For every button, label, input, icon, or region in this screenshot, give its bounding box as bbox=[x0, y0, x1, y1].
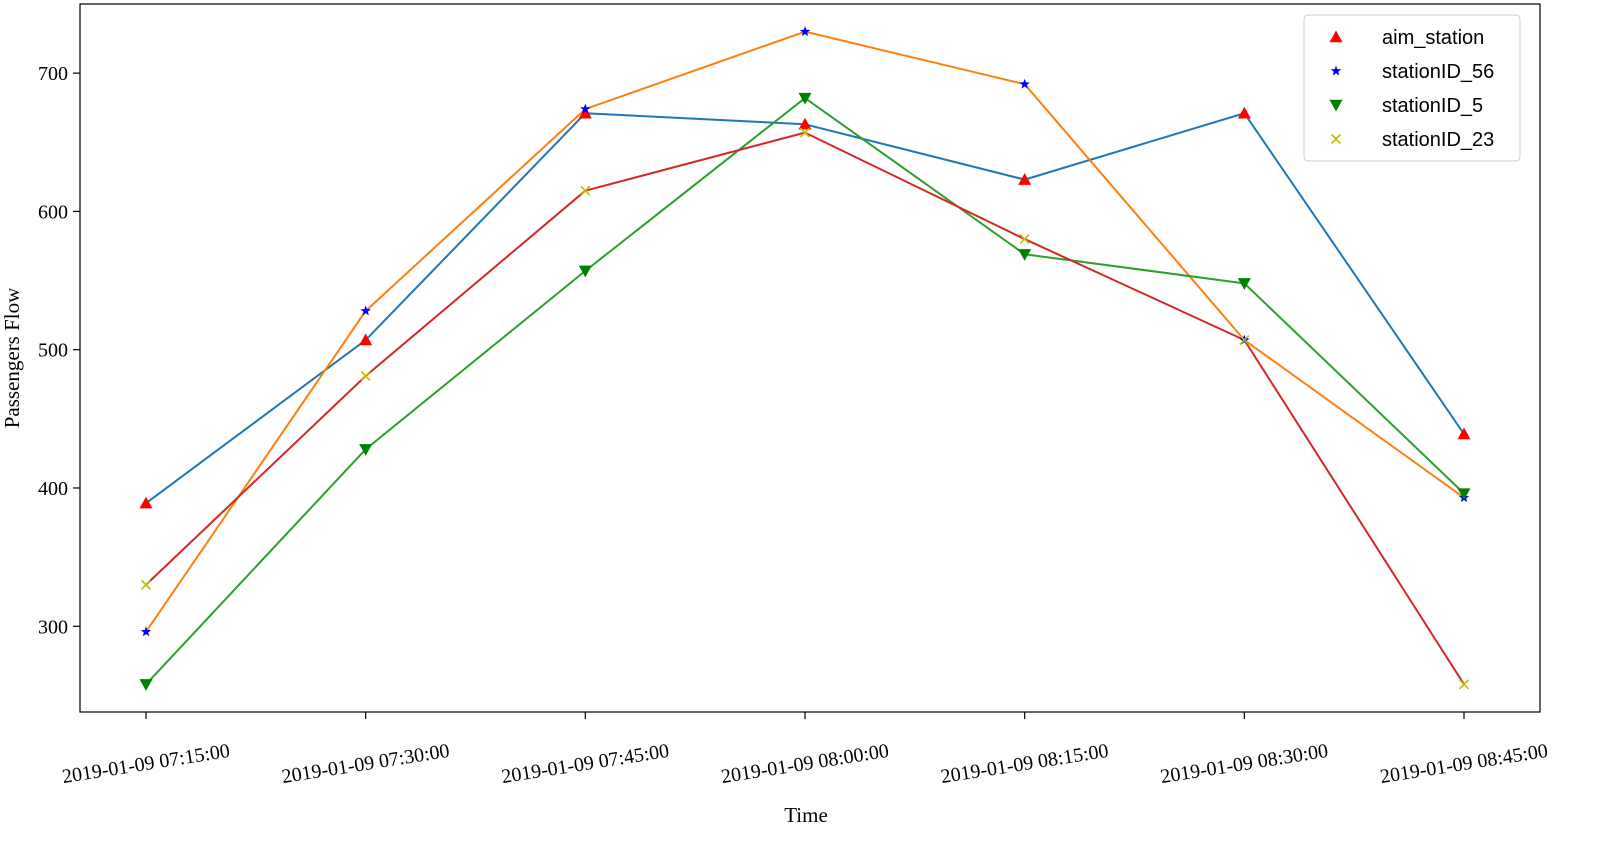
x-axis: 2019-01-09 07:15:00 2019-01-09 07:30:00 20… bbox=[61, 712, 1550, 788]
legend-marker-stationid-5 bbox=[1329, 99, 1343, 112]
x-tick-label: 2019-01-09 08:15:00 bbox=[939, 740, 1110, 788]
x-tick-label: 2019-01-09 07:15:00 bbox=[61, 740, 232, 788]
x-tick-label: 2019-01-09 08:00:00 bbox=[720, 740, 891, 788]
legend-marker-aim-station bbox=[1329, 30, 1343, 43]
data-point-stationid-23 bbox=[360, 370, 371, 382]
y-axis-title: Passengers Flow bbox=[0, 287, 24, 428]
x-tick-label: 2019-01-09 08:45:00 bbox=[1379, 740, 1550, 788]
legend-marker-stationid-23 bbox=[1330, 133, 1342, 145]
data-point-stationid-56 bbox=[580, 103, 591, 114]
legend-marker-stationid-56 bbox=[1330, 65, 1342, 76]
y-tick-label: 500 bbox=[38, 340, 68, 362]
y-tick-label: 600 bbox=[38, 201, 68, 223]
data-point-stationid-56 bbox=[1019, 78, 1030, 89]
series-line-3 bbox=[145, 97, 1465, 686]
data-point-stationid-5 bbox=[1457, 488, 1471, 501]
data-point-aim-station bbox=[139, 496, 153, 509]
data-point-stationid-5 bbox=[359, 444, 373, 456]
data-point-stationid-56 bbox=[360, 305, 371, 316]
legend-label: stationID_5 bbox=[1382, 95, 1483, 117]
data-point-aim-station bbox=[798, 117, 812, 130]
x-tick-label: 2019-01-09 07:45:00 bbox=[500, 740, 671, 788]
data-point-stationid-5 bbox=[139, 679, 153, 691]
data-point-aim-station bbox=[1457, 427, 1471, 440]
data-point-stationid-23 bbox=[140, 579, 152, 590]
series-line-1 bbox=[145, 112, 1465, 505]
legend-label: aim_station bbox=[1382, 27, 1484, 49]
data-point-stationid-23 bbox=[1239, 334, 1250, 346]
data-point-stationid-5 bbox=[1018, 249, 1032, 261]
data-point-stationid-5 bbox=[578, 265, 592, 278]
x-tick-label: 2019-01-09 08:30:00 bbox=[1159, 740, 1330, 788]
data-point-stationid-5 bbox=[798, 92, 812, 105]
y-tick-label: 300 bbox=[38, 616, 68, 638]
y-tick-label: 700 bbox=[38, 63, 68, 85]
series-lines bbox=[145, 30, 1465, 686]
data-point-stationid-56 bbox=[140, 626, 152, 637]
legend: aim_station stationID_56 stationID_5statio… bbox=[1303, 14, 1521, 162]
legend-label: stationID_56 bbox=[1382, 61, 1494, 83]
data-point-stationid-23 bbox=[1458, 679, 1470, 690]
y-tick-label: 400 bbox=[38, 478, 68, 500]
data-point-aim-station bbox=[578, 106, 592, 119]
data-point-stationid-5 bbox=[1237, 278, 1251, 290]
data-point-stationid-56 bbox=[799, 26, 811, 37]
data-point-aim-station bbox=[1237, 106, 1251, 119]
data-point-stationid-23 bbox=[799, 127, 811, 138]
x-axis-title: Time bbox=[784, 803, 828, 827]
plot-frame bbox=[79, 3, 1541, 713]
data-point-stationid-23 bbox=[1019, 234, 1030, 245]
y-axis: 300 400 500 600 700 bbox=[38, 63, 80, 638]
data-point-aim-station bbox=[359, 333, 373, 346]
data-point-aim-station bbox=[1018, 173, 1032, 185]
series-line-4 bbox=[145, 131, 1465, 685]
x-tick-label: 2019-01-09 07:30:00 bbox=[280, 740, 451, 788]
data-point-stationid-23 bbox=[580, 185, 591, 196]
legend-box bbox=[1303, 14, 1521, 162]
series-markers bbox=[139, 26, 1471, 691]
legend-label: stationID_23 bbox=[1382, 129, 1494, 151]
